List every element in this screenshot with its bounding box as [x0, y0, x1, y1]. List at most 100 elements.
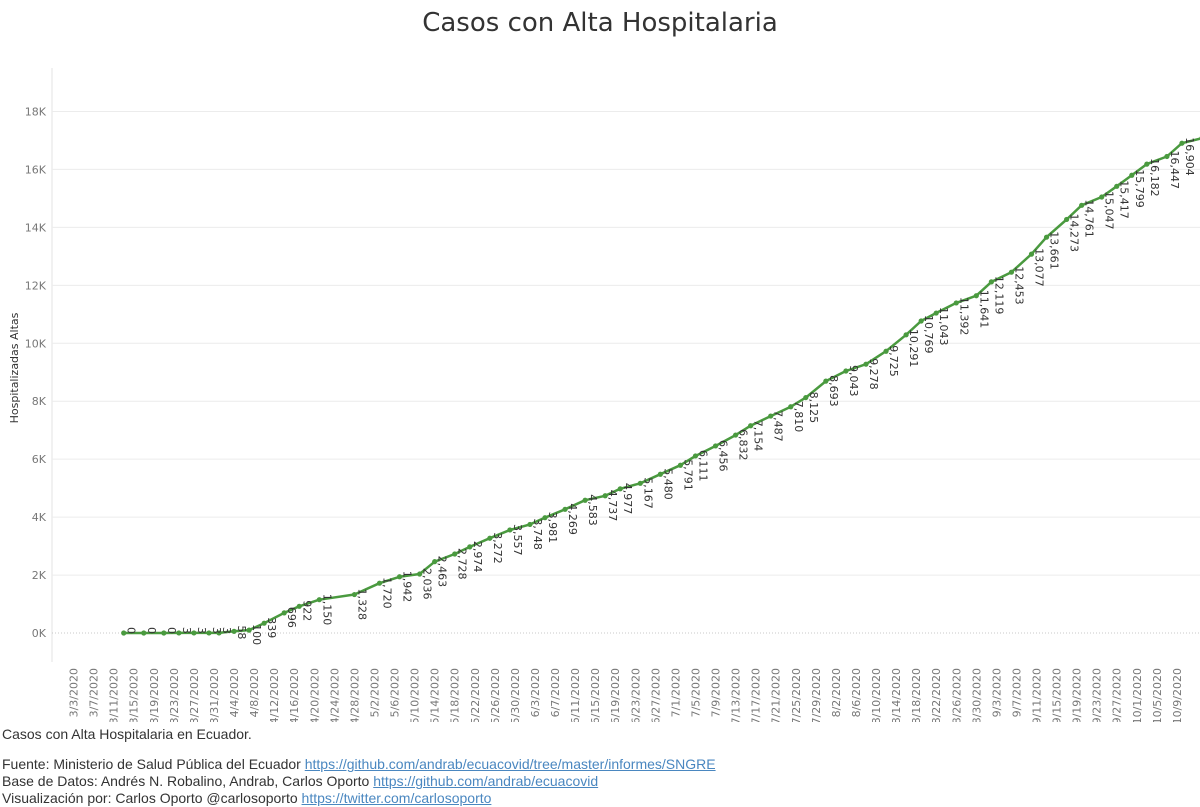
data-point: [823, 378, 829, 384]
data-label: 7,810: [792, 401, 805, 433]
data-point: [903, 332, 909, 338]
x-tick-label: 9/19/2020: [1071, 668, 1084, 722]
x-tick-label: 7/25/2020: [790, 668, 803, 722]
data-point: [231, 628, 237, 634]
x-tick-label: 9/7/2020: [1010, 668, 1023, 717]
chart: 0K 2K 4K 6K 8K 10K 12K 14K 16K 18K Hospitalizadas…: [8, 68, 1200, 722]
data-label: 58: [235, 625, 248, 639]
data-point: [487, 535, 493, 541]
data-label: 0: [145, 627, 158, 634]
footer-caption: Casos con Alta Hospitalaria en Ecuador.: [2, 726, 252, 742]
x-tick-label: 3/27/2020: [188, 668, 201, 722]
y-tick-label: 12K: [25, 279, 47, 292]
data-point: [467, 544, 473, 550]
data-label: 13,661: [1048, 231, 1061, 270]
data-point: [1099, 194, 1105, 200]
data-point: [1179, 140, 1185, 146]
data-label: 3,557: [511, 524, 524, 556]
data-label: 2,974: [471, 541, 484, 573]
x-tick-label: 10/1/2020: [1131, 668, 1144, 722]
data-point: [1043, 234, 1050, 240]
x-tick-label: 8/22/2020: [930, 668, 943, 722]
x-tick-label: 3/31/2020: [208, 668, 221, 722]
x-tick-label: 9/15/2020: [1051, 668, 1064, 722]
x-tick-label: 7/5/2020: [689, 668, 702, 717]
data-labels: 0 0 0 3 3 33 58 100 339 696 922 1,150 1,328 1,720 1,94…: [125, 137, 1196, 645]
x-tick-label: 3/3/2020: [68, 668, 81, 717]
data-label: 11,392: [957, 297, 970, 336]
footer-source-link[interactable]: https://github.com/andrab/ecuacovid/tree…: [304, 756, 716, 772]
data-label: 2,728: [456, 548, 469, 580]
data-point: [191, 630, 197, 636]
data-point: [281, 610, 287, 616]
data-label: 1,720: [380, 577, 393, 609]
x-tick-label: 6/11/2020: [569, 668, 582, 722]
x-tick-label: 9/23/2020: [1091, 668, 1104, 722]
data-point: [617, 486, 623, 492]
footer-viz: Visualización por: Carlos Oporto @carlos…: [2, 790, 716, 807]
data-label: 6,832: [737, 429, 750, 461]
y-tick-label: 2K: [32, 569, 47, 582]
x-tick-label: 7/29/2020: [810, 668, 823, 722]
data-points: [121, 136, 1200, 636]
data-label: 15,417: [1118, 180, 1131, 219]
data-label: 3,748: [531, 518, 544, 550]
data-point: [1008, 269, 1015, 275]
data-label: 15,047: [1103, 191, 1116, 230]
x-tick-label: 8/6/2020: [850, 668, 863, 717]
footer-viz-link[interactable]: https://twitter.com/carlosoporto: [301, 790, 492, 806]
data-label: 11,043: [937, 307, 950, 346]
data-label: 4,583: [586, 494, 599, 525]
y-tick-label: 10K: [25, 337, 47, 350]
x-tick-label: 6/7/2020: [549, 668, 562, 717]
data-point: [692, 453, 699, 459]
x-tick-label: 4/8/2020: [248, 668, 261, 717]
series-line: [123, 137, 1200, 635]
data-point: [843, 368, 849, 374]
x-tick-label: 7/13/2020: [730, 668, 743, 722]
data-label: 16,904: [1183, 137, 1196, 176]
data-point: [261, 620, 267, 626]
data-point: [712, 443, 719, 449]
footer-database-link[interactable]: https://github.com/andrab/ecuacovid: [373, 773, 599, 789]
data-point: [1063, 216, 1070, 223]
data-point: [216, 630, 222, 636]
data-label: 12,453: [1012, 266, 1025, 305]
data-point: [452, 551, 458, 557]
x-tick-label: 3/7/2020: [88, 668, 101, 717]
y-tick-labels: 0K 2K 4K 6K 8K 10K 12K 14K 16K 18K: [25, 105, 47, 640]
data-point: [953, 300, 959, 306]
data-label: 2,036: [421, 568, 434, 600]
data-label: 9,043: [847, 365, 860, 397]
data-label: 1,942: [401, 571, 414, 603]
x-tick-label: 5/30/2020: [509, 668, 522, 722]
x-tick-label: 7/21/2020: [770, 668, 783, 722]
x-tick-label: 6/3/2020: [529, 668, 542, 717]
x-tick-label: 9/3/2020: [990, 668, 1003, 717]
data-point: [582, 497, 588, 503]
data-label: 4,269: [566, 503, 579, 535]
footer-viz-text: Visualización por: Carlos Oporto @carlos…: [2, 790, 298, 806]
y-tick-label: 14K: [25, 221, 47, 234]
data-label: 15,799: [1133, 169, 1146, 208]
footer: Casos con Alta Hospitalaria en Ecuador. …: [2, 726, 716, 807]
data-point: [918, 318, 924, 324]
data-point: [316, 597, 322, 603]
data-label: 14,273: [1068, 213, 1081, 252]
data-point: [788, 404, 794, 410]
data-label: 3,272: [491, 532, 504, 564]
data-label: 5,791: [681, 459, 694, 491]
y-tick-label: 0K: [32, 627, 47, 640]
data-point: [432, 559, 438, 565]
x-tick-label: 5/6/2020: [389, 668, 402, 717]
x-tick-label: 6/19/2020: [609, 668, 622, 722]
data-label: 922: [300, 600, 313, 621]
footer-source-text: Fuente: Ministerio de Salud Pública del …: [2, 756, 301, 772]
data-point: [417, 571, 423, 577]
y-tick-label: 18K: [25, 105, 47, 118]
data-label: 3: [180, 627, 193, 634]
data-label: 0: [125, 627, 138, 634]
data-point: [1114, 183, 1120, 189]
x-tick-label: 7/9/2020: [710, 668, 723, 717]
data-label: 14,761: [1083, 199, 1096, 238]
